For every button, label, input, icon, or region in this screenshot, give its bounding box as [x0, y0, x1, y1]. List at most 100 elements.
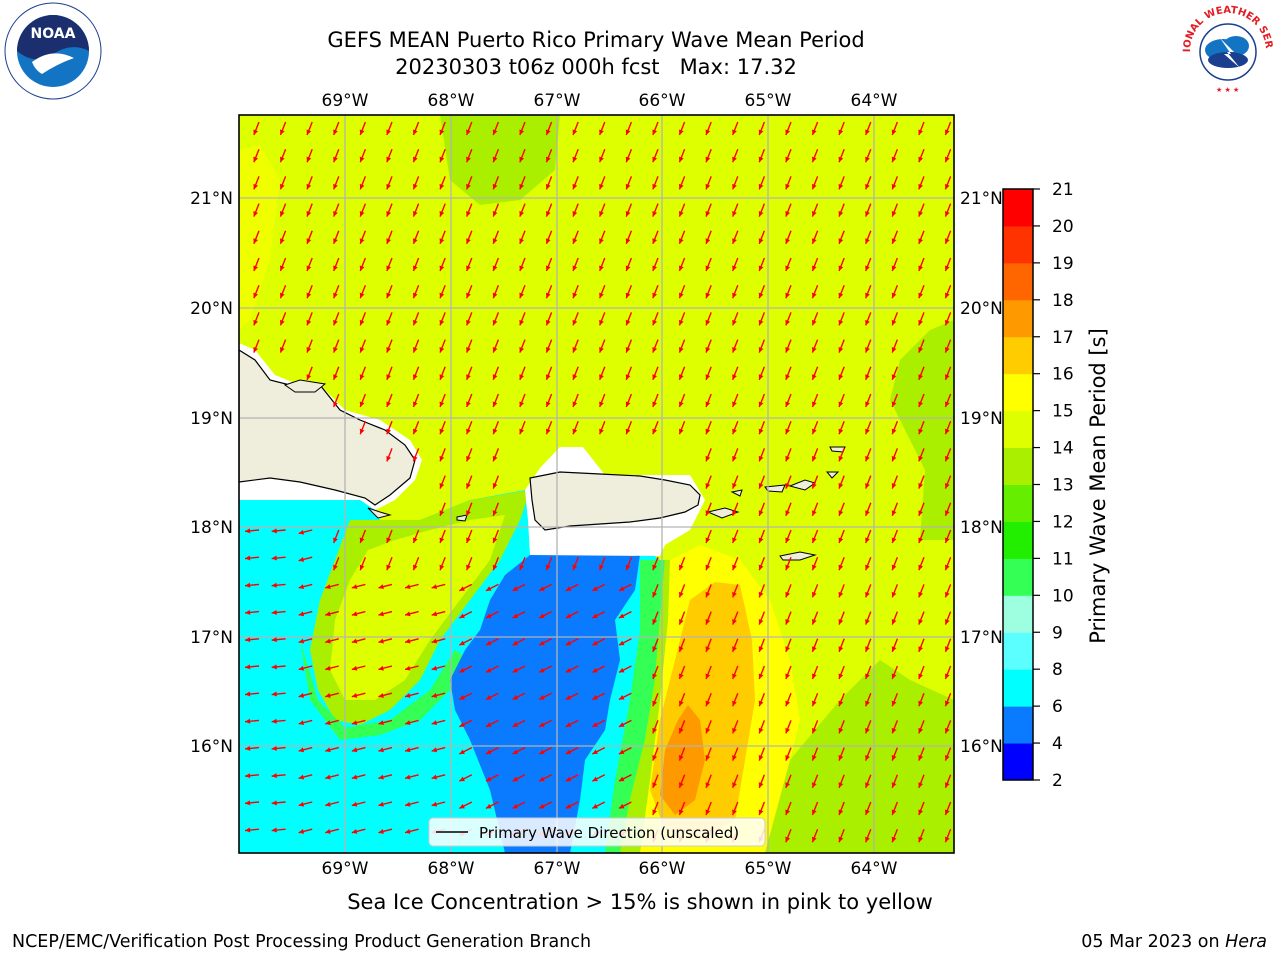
wave-arrow-head — [732, 510, 737, 516]
wave-arrow-head — [811, 755, 817, 761]
wave-arrow-head — [351, 638, 358, 644]
wave-arrow-head — [512, 695, 519, 700]
wave-arrow-head — [625, 428, 631, 435]
wave-arrow-head — [652, 700, 658, 707]
wave-arrow-head — [678, 673, 684, 680]
wave-arrow-head — [245, 609, 251, 615]
wave-arrow-head — [944, 129, 950, 136]
wave-arrow-head — [592, 776, 598, 782]
wave-arrow-head — [492, 319, 498, 326]
wave-arrow-head — [811, 537, 817, 544]
wave-arrow-head — [944, 809, 950, 816]
wave-arrow-head — [519, 374, 525, 380]
wave-arrow-head — [439, 129, 445, 136]
wave-arrow-head — [625, 183, 631, 190]
wave-arrow-head — [944, 836, 950, 843]
wave-arrow-head — [838, 782, 844, 788]
wave-arrow-head — [918, 319, 924, 326]
wave-arrow-head — [306, 211, 312, 217]
wave-arrow-head — [811, 591, 817, 598]
lon-tick-top: 67°W — [534, 91, 581, 111]
wave-arrow-head — [298, 584, 305, 590]
wave-arrow-head — [944, 401, 950, 408]
wave-arrow-head — [732, 428, 737, 435]
wave-arrow-head — [891, 156, 897, 163]
colorbar-tick: 12 — [1052, 512, 1074, 532]
wave-arrow-head — [325, 747, 331, 753]
wave-arrow-head — [253, 129, 259, 136]
wave-arrow-head — [732, 591, 737, 598]
wave-arrow-head — [678, 238, 684, 244]
wave-arrow-head — [599, 374, 604, 380]
wave-arrow-head — [918, 374, 924, 380]
wave-arrow-head — [838, 129, 844, 136]
wave-arrow-head — [519, 564, 525, 571]
wave-arrow-head — [485, 776, 492, 782]
wave-arrow-head — [811, 401, 817, 408]
wave-arrow-head — [459, 667, 465, 673]
wave-arrow-head — [865, 673, 870, 680]
wave-arrow-head — [918, 537, 924, 544]
wave-arrow-head — [271, 528, 277, 534]
wave-arrow-head — [245, 773, 251, 779]
wave-arrow-head — [492, 129, 498, 136]
wave-arrow-head — [298, 638, 305, 644]
lon-tick-bottom: 69°W — [322, 859, 369, 879]
wave-arrow-head — [811, 374, 817, 380]
wave-arrow-head — [918, 673, 924, 680]
wave-arrow-head — [705, 727, 711, 734]
wave-arrow-head — [386, 265, 392, 272]
wave-arrow-head — [572, 129, 578, 136]
wave-arrow-head — [618, 776, 625, 782]
wave-arrow-head — [565, 640, 572, 646]
wave-arrow-head — [758, 428, 764, 435]
wave-arrow-head — [279, 156, 285, 163]
wave-arrow-head — [351, 693, 358, 698]
wave-arrow-head — [678, 129, 684, 136]
wave-arrow-head — [245, 827, 251, 833]
wave-arrow-head — [279, 183, 285, 190]
wave-arrow-head — [838, 809, 844, 816]
wave-arrow-head — [412, 564, 418, 571]
wave-arrow-head — [565, 776, 572, 782]
wave-arrow-head — [405, 638, 411, 644]
wave-arrow-head — [298, 557, 305, 562]
wave-arrow-head — [652, 619, 658, 625]
wave-arrow-head — [245, 582, 251, 588]
wave-arrow-head — [359, 183, 365, 190]
wave-arrow-head — [732, 727, 737, 734]
wave-arrow-head — [705, 755, 711, 761]
wave-arrow-head — [652, 646, 658, 652]
wave-arrow-head — [466, 455, 471, 462]
wave-arrow-head — [333, 238, 338, 244]
wave-arrow-head — [459, 613, 465, 618]
wave-arrow-head — [351, 611, 358, 617]
colorbar-swatch — [1003, 447, 1033, 485]
wave-arrow-head — [565, 613, 572, 618]
wave-arrow-head — [785, 238, 791, 244]
wave-arrow-head — [891, 564, 897, 571]
wave-arrow-head — [245, 800, 251, 806]
wave-arrow-head — [705, 428, 711, 435]
wave-arrow-head — [439, 483, 445, 489]
wave-arrow-head — [705, 183, 711, 190]
wave-arrow-head — [785, 292, 791, 299]
wave-arrow-head — [944, 211, 950, 217]
wave-arrow-head — [431, 638, 438, 644]
wave-arrow-head — [271, 827, 277, 833]
wave-arrow-head — [944, 537, 950, 544]
wave-arrow-head — [732, 211, 737, 217]
wave-arrow-head — [811, 455, 817, 462]
wave-arrow-head — [732, 483, 737, 489]
lat-tick-left: 21°N — [190, 189, 233, 209]
wave-arrow-head — [459, 586, 465, 591]
wave-arrow-head — [333, 401, 338, 408]
wave-arrow-head — [678, 782, 684, 788]
wave-arrow-head — [485, 613, 492, 618]
colorbar — [1003, 189, 1033, 781]
wave-arrow-head — [412, 292, 418, 299]
wave-arrow-head — [891, 727, 897, 734]
wave-arrow-head — [439, 347, 445, 353]
wave-arrow-head — [386, 238, 392, 244]
wave-arrow-head — [565, 749, 572, 754]
